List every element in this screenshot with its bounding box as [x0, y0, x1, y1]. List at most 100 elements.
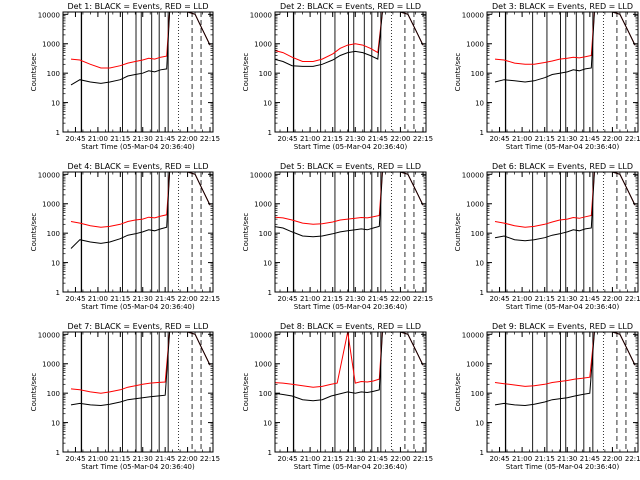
x-tick-label: 22:00 [177, 295, 197, 303]
y-tick-label: 1 [268, 129, 272, 137]
x-tick-label: 21:15 [323, 295, 343, 303]
plot-frame [274, 11, 427, 133]
y-tick-label: 10000 [250, 171, 272, 179]
x-tick-label: 22:00 [390, 295, 410, 303]
x-tick-label: 21:30 [345, 295, 365, 303]
panel-det-9: Det 9: BLACK = Events, RED = LLD 1 10 100 10… [454, 322, 640, 471]
x-axis-label: Start Time (05-Mar-04 20:36:40) [294, 463, 408, 471]
y-axis-label: Counts/sec [30, 53, 38, 92]
x-tick-label: 22:00 [602, 135, 622, 143]
x-tick-label: 20:45 [489, 295, 509, 303]
lld-series-line [494, 332, 636, 387]
plot-frame [274, 331, 427, 453]
x-tick-label: 21:45 [368, 135, 388, 143]
x-tick-label: 21:00 [300, 455, 320, 463]
y-tick-label: 10000 [250, 11, 272, 19]
y-axis-label: Counts/sec [454, 373, 462, 412]
x-tick-label: 21:00 [512, 295, 532, 303]
panel-title: Det 7: BLACK = Events, RED = LLD [68, 322, 209, 331]
x-tick-label: 21:30 [557, 135, 577, 143]
events-series-line [275, 332, 424, 402]
x-tick-label: 22:00 [177, 455, 197, 463]
y-tick-label: 1 [480, 289, 484, 297]
lld-series-line [494, 172, 636, 228]
y-tick-label: 100 [259, 70, 272, 78]
x-tick-label: 21:45 [368, 455, 388, 463]
y-tick-label: 100 [47, 230, 60, 238]
y-tick-label: 100 [47, 70, 60, 78]
y-tick-label: 10 [51, 100, 60, 108]
y-axis-label: Counts/sec [30, 213, 38, 252]
x-axis-label: Start Time (05-Mar-04 20:36:40) [294, 143, 408, 151]
y-tick-label: 10 [475, 100, 484, 108]
lld-series-line [70, 332, 211, 394]
events-series-line [494, 12, 636, 83]
x-tick-label: 22:15 [200, 135, 220, 143]
x-axis-label: Start Time (05-Mar-04 20:36:40) [81, 463, 195, 471]
y-axis-label: Counts/sec [242, 373, 250, 412]
lld-series-line [70, 12, 211, 69]
plot-frame [62, 171, 214, 293]
y-axis-label: Counts/sec [30, 373, 38, 412]
y-tick-label: 100 [47, 390, 60, 398]
y-tick-label: 10000 [38, 331, 60, 339]
x-axis-label: Start Time (05-Mar-04 20:36:40) [506, 463, 620, 471]
x-tick-label: 21:15 [535, 455, 555, 463]
lld-series-line [275, 12, 424, 62]
y-tick-label: 100 [259, 230, 272, 238]
events-series-line [70, 332, 211, 407]
y-tick-label: 1 [480, 129, 484, 137]
y-tick-label: 1 [56, 449, 60, 457]
y-axis-label: Counts/sec [454, 53, 462, 92]
x-tick-label: 21:00 [512, 455, 532, 463]
y-tick-label: 1 [268, 449, 272, 457]
events-series-line [494, 332, 636, 407]
x-tick-label: 21:15 [535, 295, 555, 303]
x-tick-label: 22:15 [413, 455, 433, 463]
x-tick-label: 21:15 [323, 455, 343, 463]
x-tick-label: 21:30 [345, 135, 365, 143]
y-tick-label: 10 [475, 420, 484, 428]
y-tick-label: 10 [263, 100, 272, 108]
y-tick-label: 1000 [42, 41, 60, 49]
lld-series-line [275, 332, 424, 388]
y-tick-label: 10000 [462, 171, 484, 179]
x-tick-label: 22:00 [602, 295, 622, 303]
y-tick-label: 1 [480, 449, 484, 457]
panel-title: Det 2: BLACK = Events, RED = LLD [280, 2, 421, 11]
x-tick-label: 21:45 [580, 455, 600, 463]
plot-frame [62, 11, 214, 133]
x-tick-label: 22:00 [177, 135, 197, 143]
x-tick-label: 20:45 [277, 455, 297, 463]
panel-det-8: Det 8: BLACK = Events, RED = LLD 1 10 100 10… [242, 322, 433, 471]
panel-det-6: Det 6: BLACK = Events, RED = LLD 1 10 100 10… [454, 162, 640, 311]
y-tick-label: 1 [56, 129, 60, 137]
panel-title: Det 5: BLACK = Events, RED = LLD [280, 162, 421, 171]
x-tick-label: 22:15 [200, 295, 220, 303]
panel-det-3: Det 3: BLACK = Events, RED = LLD 1 10 100 10… [454, 2, 640, 151]
x-tick-label: 21:30 [133, 295, 153, 303]
x-tick-label: 21:45 [155, 295, 175, 303]
x-tick-label: 22:15 [200, 455, 220, 463]
plot-frame [274, 171, 427, 293]
x-tick-label: 21:15 [110, 295, 130, 303]
x-tick-label: 22:15 [625, 455, 640, 463]
plot-frame [62, 331, 214, 453]
y-tick-label: 10000 [38, 171, 60, 179]
panel-det-1: Det 1: BLACK = Events, RED = LLD 1 10 100 10… [30, 2, 220, 151]
y-tick-label: 1000 [42, 201, 60, 209]
x-tick-label: 21:00 [88, 295, 108, 303]
panel-title: Det 9: BLACK = Events, RED = LLD [492, 322, 633, 331]
panel-title: Det 3: BLACK = Events, RED = LLD [492, 2, 633, 11]
y-tick-label: 10 [51, 420, 60, 428]
panel-title: Det 4: BLACK = Events, RED = LLD [68, 162, 209, 171]
y-tick-label: 100 [259, 390, 272, 398]
plot-frame [486, 11, 639, 133]
x-tick-label: 20:45 [277, 135, 297, 143]
lld-series-line [494, 12, 636, 65]
panel-title: Det 8: BLACK = Events, RED = LLD [280, 322, 421, 331]
x-tick-label: 22:00 [390, 135, 410, 143]
events-series-line [494, 172, 636, 242]
x-tick-label: 21:45 [368, 295, 388, 303]
